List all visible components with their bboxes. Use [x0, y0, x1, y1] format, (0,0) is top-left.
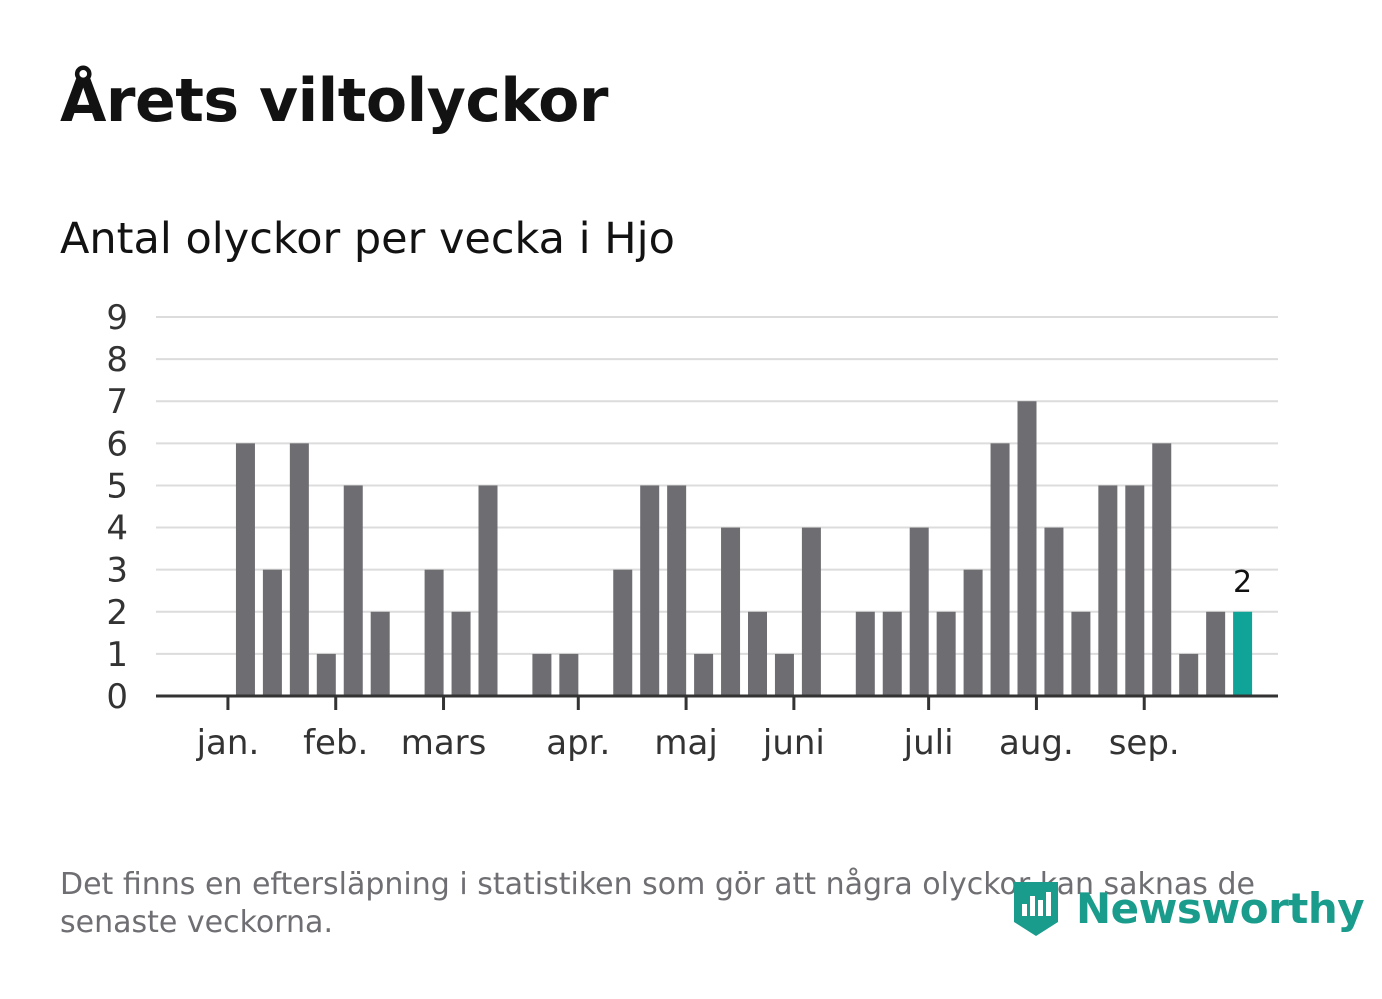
y-tick-label: 1	[106, 635, 128, 675]
bar	[801, 527, 821, 696]
y-tick-label: 2	[106, 593, 128, 633]
y-tick-label: 7	[106, 382, 128, 422]
y-tick-label: 9	[106, 298, 128, 338]
bar	[1017, 401, 1037, 696]
bar	[963, 569, 983, 696]
bar	[1098, 485, 1118, 696]
bar	[613, 569, 633, 696]
bar	[289, 443, 309, 696]
newsworthy-logo-icon	[1014, 882, 1058, 936]
bar	[990, 443, 1010, 696]
bar	[882, 611, 902, 696]
newsworthy-logo-text: Newsworthy	[1076, 883, 1365, 933]
x-tick-label: aug.	[999, 723, 1074, 763]
bar	[424, 569, 444, 696]
bar	[1179, 653, 1199, 696]
x-tick-label: juli	[903, 723, 954, 763]
bar	[343, 485, 363, 696]
y-tick-label: 0	[106, 677, 128, 717]
x-tick-label: apr.	[546, 723, 610, 763]
bar	[721, 527, 741, 696]
bar	[559, 653, 579, 696]
bar	[694, 653, 714, 696]
newsworthy-logo: Newsworthy	[1010, 878, 1365, 938]
bar	[316, 653, 336, 696]
y-tick-label: 5	[106, 466, 128, 506]
data-labels: 2	[1233, 565, 1252, 600]
x-tick-label: jan.	[196, 723, 260, 763]
bars	[235, 401, 1253, 696]
bar	[640, 485, 660, 696]
bar	[478, 485, 498, 696]
bar	[1044, 527, 1064, 696]
bar-highlight	[1233, 611, 1253, 696]
chart-subtitle: Antal olyckor per vecka i Hjo	[60, 214, 675, 264]
bar	[1152, 443, 1172, 696]
bar	[532, 653, 552, 696]
bar	[1206, 611, 1226, 696]
y-tick-label: 8	[106, 340, 128, 380]
bar	[1125, 485, 1145, 696]
x-tick-label: maj	[654, 723, 717, 763]
y-tick-label: 4	[106, 509, 128, 549]
x-tick-label: mars	[401, 723, 487, 763]
x-axis-ticks: jan. feb. mars apr. maj juni juli aug. sep.	[196, 696, 1180, 763]
x-tick-label: feb.	[303, 723, 368, 763]
y-tick-label: 3	[106, 551, 128, 591]
bar	[909, 527, 929, 696]
bar	[262, 569, 282, 696]
y-tick-label: 6	[106, 424, 128, 464]
x-tick-label: sep.	[1109, 723, 1180, 763]
bar	[667, 485, 687, 696]
bar	[936, 611, 956, 696]
x-tick-label: juni	[762, 723, 825, 763]
highlight-data-label: 2	[1233, 565, 1252, 600]
bar	[748, 611, 767, 696]
chart-title: Årets viltolyckor	[60, 66, 609, 136]
bar	[855, 611, 875, 696]
gridlines	[156, 316, 1278, 655]
bar	[774, 653, 794, 696]
bar	[235, 443, 255, 696]
bar	[370, 611, 390, 696]
bar	[451, 611, 471, 696]
bar	[1071, 611, 1091, 696]
